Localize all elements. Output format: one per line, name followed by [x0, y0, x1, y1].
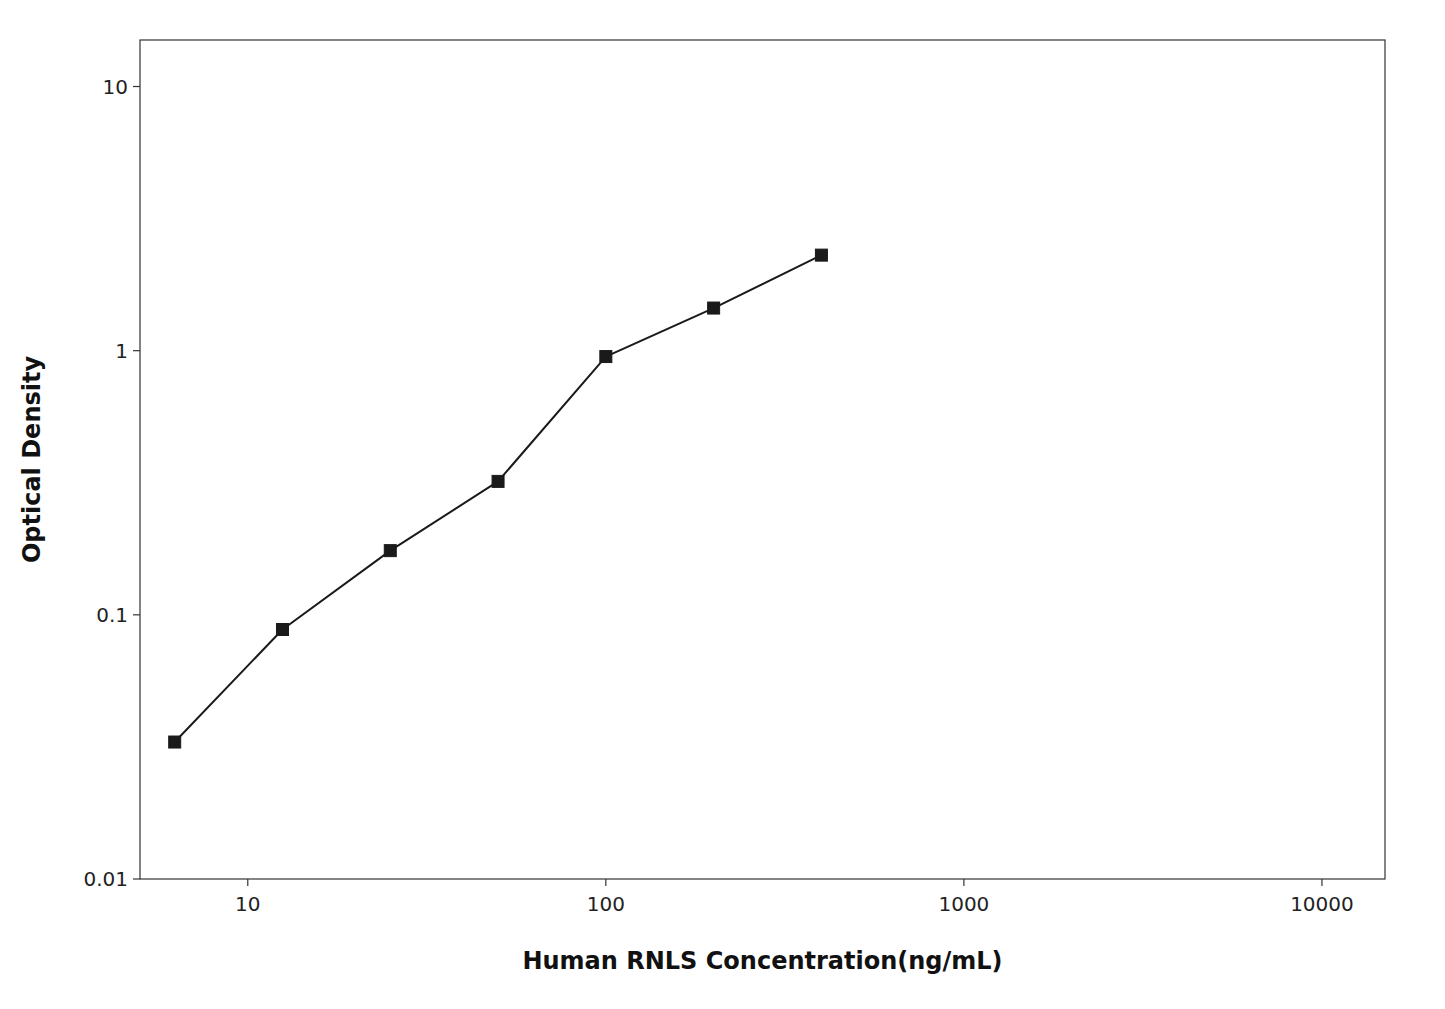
chart-container: 10 100 1000 10000 0.01 0.1 1 10 Human RNLS Conce… — [0, 0, 1445, 1009]
x-tick — [963, 879, 964, 886]
y-tick-label: 0.1 — [96, 603, 128, 627]
y-tick-label: 1 — [115, 339, 128, 363]
background — [0, 0, 1445, 1009]
data-point — [276, 624, 288, 636]
y-axis: 0.01 0.1 1 10 — [83, 75, 140, 891]
chart-svg: 10 100 1000 10000 0.01 0.1 1 10 Human RNLS Conce… — [0, 0, 1445, 1009]
x-tick-label: 1000 — [938, 892, 989, 916]
x-tick — [605, 879, 606, 886]
y-axis-label: Optical Density — [18, 356, 46, 564]
y-tick — [133, 350, 140, 351]
y-tick-label: 10 — [103, 75, 128, 99]
data-point — [600, 351, 612, 363]
x-tick-label: 10 — [235, 892, 260, 916]
y-tick-label: 0.01 — [83, 867, 128, 891]
data-point — [384, 545, 396, 557]
x-axis-label: Human RNLS Concentration(ng/mL) — [522, 947, 1002, 975]
plot-frame — [140, 40, 1385, 879]
x-tick-label: 10000 — [1290, 892, 1354, 916]
data-layer — [169, 249, 828, 748]
y-tick — [133, 878, 140, 879]
x-tick — [247, 879, 248, 886]
y-tick — [133, 614, 140, 615]
y-tick — [133, 86, 140, 87]
data-point — [169, 736, 181, 748]
data-line — [175, 255, 822, 742]
data-point — [815, 249, 827, 261]
x-tick — [1321, 879, 1322, 886]
data-point — [708, 302, 720, 314]
x-tick-label: 100 — [587, 892, 625, 916]
x-axis: 10 100 1000 10000 — [235, 879, 1354, 916]
data-point — [492, 475, 504, 487]
